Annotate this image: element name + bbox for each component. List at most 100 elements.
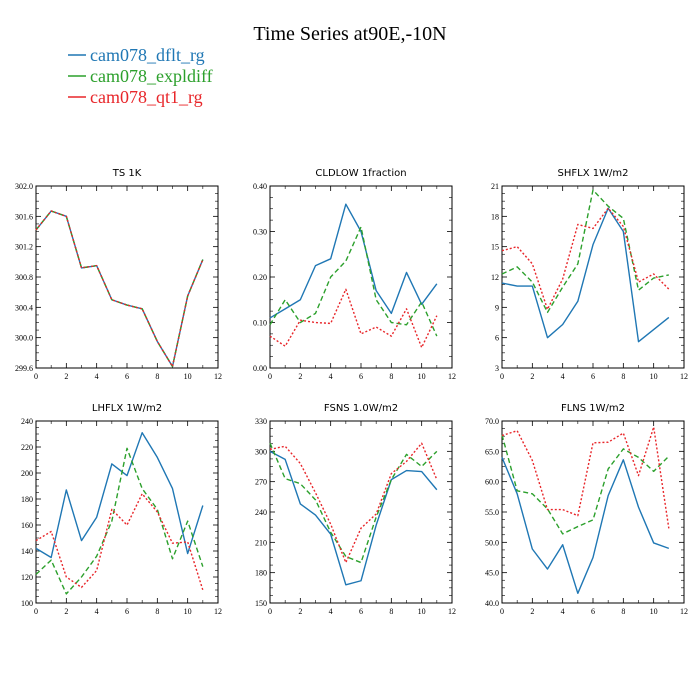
y-tick-label: 0.10: [253, 319, 267, 328]
legend-label: cam078_qt1_rg: [90, 87, 203, 107]
legend-label: cam078_dflt_rg: [90, 45, 205, 65]
y-tick-label: 60.0: [485, 478, 499, 487]
x-tick-label: 8: [155, 372, 159, 381]
series-line: [269, 203, 438, 319]
y-tick-label: 100: [21, 599, 33, 608]
panel-title: LHFLX 1W/m2: [92, 403, 162, 414]
x-tick-label: 0: [268, 607, 272, 616]
y-tick-label: 50.0: [485, 538, 499, 547]
series-line: [35, 432, 204, 559]
x-tick-label: 12: [214, 607, 222, 616]
x-tick-label: 12: [680, 372, 688, 381]
legend-label: cam078_expldiff: [90, 66, 213, 86]
chart-panel: FSNS 1.0W/m2 0 2 4 6 8 10 12 150 180 210 240 270 300 3…: [255, 403, 456, 616]
x-tick-label: 6: [359, 607, 363, 616]
x-tick-label: 10: [418, 372, 426, 381]
series-line: [35, 493, 204, 591]
y-tick-label: 301.6: [15, 212, 33, 221]
x-tick-label: 6: [591, 372, 595, 381]
x-tick-label: 10: [184, 372, 192, 381]
y-tick-label: 55.0: [485, 508, 499, 517]
panel-title: FLNS 1W/m2: [561, 403, 625, 414]
series-line: [35, 447, 204, 595]
chart-panel: LHFLX 1W/m2 0 2 4 6 8 10 12 100 120 140 160 180 200 22…: [21, 403, 222, 616]
y-tick-label: 120: [21, 573, 33, 582]
legend-entry: cam078_dflt_rg: [68, 45, 205, 65]
x-tick-label: 8: [621, 607, 625, 616]
x-tick-label: 2: [298, 607, 302, 616]
y-tick-label: 240: [255, 508, 267, 517]
x-tick-label: 0: [268, 372, 272, 381]
x-tick-label: 0: [500, 607, 504, 616]
x-tick-label: 6: [125, 607, 129, 616]
y-tick-label: 65.0: [485, 447, 499, 456]
y-tick-label: 301.2: [15, 243, 33, 252]
x-tick-label: 2: [530, 607, 534, 616]
x-tick-label: 12: [680, 607, 688, 616]
figure-title: Time Series at90E,-10N: [253, 23, 446, 45]
x-tick-label: 0: [34, 607, 38, 616]
y-tick-label: 0.00: [253, 364, 267, 373]
y-tick-label: 21: [491, 182, 499, 191]
y-tick-label: 200: [21, 469, 33, 478]
x-tick-label: 4: [95, 372, 99, 381]
y-tick-label: 18: [491, 212, 499, 221]
x-tick-label: 12: [448, 372, 456, 381]
series-line: [501, 457, 670, 594]
y-tick-label: 220: [21, 443, 33, 452]
y-tick-label: 300.8: [15, 273, 33, 282]
y-tick-label: 300.0: [15, 334, 33, 343]
y-tick-label: 0.20: [253, 273, 267, 282]
x-tick-label: 4: [95, 607, 99, 616]
x-tick-label: 4: [329, 607, 333, 616]
series-line: [269, 442, 438, 564]
series-line: [269, 288, 438, 349]
y-tick-label: 0.30: [253, 228, 267, 237]
series-line: [501, 207, 670, 343]
x-tick-label: 10: [418, 607, 426, 616]
x-tick-label: 4: [561, 372, 565, 381]
legend-entry: cam078_expldiff: [68, 66, 213, 86]
x-tick-label: 2: [64, 372, 68, 381]
x-tick-label: 8: [389, 372, 393, 381]
legend: cam078_dflt_rg cam078_expldiff cam078_qt…: [68, 45, 213, 107]
x-tick-label: 0: [500, 372, 504, 381]
y-tick-label: 240: [21, 417, 33, 426]
y-tick-label: 300: [255, 447, 267, 456]
y-tick-label: 140: [21, 547, 33, 556]
x-tick-label: 0: [34, 372, 38, 381]
series-line: [35, 210, 204, 368]
chart-panel: TS 1K 0 2 4 6 8 10 12 299.6 300.0 300.4 300.8 301.2 3…: [15, 168, 222, 381]
y-tick-label: 299.6: [15, 364, 33, 373]
series-line: [501, 434, 670, 535]
y-tick-label: 180: [21, 495, 33, 504]
panel-title: CLDLOW 1fraction: [315, 168, 406, 179]
y-tick-label: 70.0: [485, 417, 499, 426]
y-tick-label: 270: [255, 478, 267, 487]
y-tick-label: 180: [255, 569, 267, 578]
y-tick-label: 3: [495, 364, 499, 373]
x-tick-label: 8: [621, 372, 625, 381]
x-tick-label: 12: [448, 607, 456, 616]
x-tick-label: 2: [64, 607, 68, 616]
y-tick-label: 9: [495, 303, 499, 312]
series-line: [501, 189, 669, 314]
x-tick-label: 8: [389, 607, 393, 616]
series-line: [269, 442, 438, 564]
y-tick-label: 40.0: [485, 599, 499, 608]
y-tick-label: 210: [255, 538, 267, 547]
y-tick-label: 160: [21, 521, 33, 530]
series-line: [269, 450, 438, 586]
y-tick-label: 15: [491, 243, 499, 252]
plot-frame: [35, 185, 219, 369]
panel-title: TS 1K: [112, 168, 142, 179]
x-tick-label: 2: [530, 372, 534, 381]
y-tick-label: 12: [491, 273, 499, 282]
plot-frame: [269, 420, 453, 604]
x-tick-label: 10: [184, 607, 192, 616]
series-line: [35, 210, 204, 368]
panels-container: TS 1K 0 2 4 6 8 10 12 299.6 300.0 300.4 300.8 301.2 3…: [15, 168, 688, 616]
chart-panel: SHFLX 1W/m2 0 2 4 6 8 10 12 3 6 9 12 15 18 21: [491, 168, 688, 381]
x-tick-label: 12: [214, 372, 222, 381]
